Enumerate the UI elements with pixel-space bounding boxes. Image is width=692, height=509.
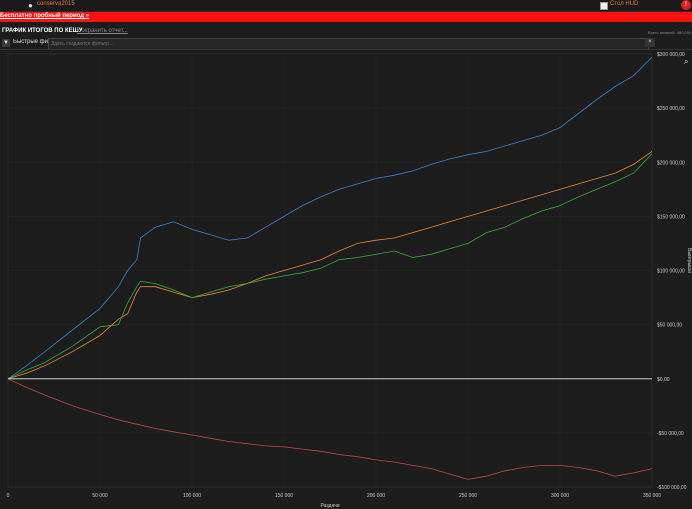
- y-tick-label: $150 000,00: [657, 214, 685, 220]
- x-tick-label: 350 000: [643, 493, 661, 499]
- chart-lines: [7, 56, 653, 480]
- page-title: ГРАФИК ИТОГОВ ПО КЕШУ: [2, 28, 83, 34]
- y-axis-ticks: -$100 000,00 -$50 000,00 $0,00 $50 000,00 $1…: [657, 52, 687, 491]
- save-report-link[interactable]: Сохранить отчет...: [77, 28, 128, 34]
- zoom-icon[interactable]: ⌕: [684, 57, 689, 66]
- title-row: ГРАФИК ИТОГОВ ПО КЕШУ Сохранить отчет...…: [0, 27, 692, 37]
- divider: [0, 49, 692, 50]
- trial-link[interactable]: Бесплатно пробный период »: [0, 13, 90, 19]
- x-tick-label: 200 000: [367, 493, 385, 499]
- x-tick-label: 300 000: [551, 493, 569, 499]
- x-axis-ticks: 0 50 000 100 000 150 000 200 000 250 000 300 0…: [7, 493, 662, 499]
- series-line-3: [7, 378, 653, 480]
- series-line-2: [7, 153, 653, 380]
- series-line-1: [7, 151, 653, 380]
- x-tick-label: 100 000: [183, 493, 201, 499]
- record-count: Всего записей: 480 000: [648, 30, 692, 35]
- filter-input[interactable]: [48, 38, 649, 50]
- trial-banner[interactable]: Бесплатно пробный период »: [0, 12, 692, 22]
- username-link[interactable]: conserva2015: [37, 1, 75, 7]
- x-axis-label: Раздачи: [320, 503, 339, 509]
- y-tick-label: -$50 000,00: [657, 431, 684, 437]
- user-icon[interactable]: ●: [28, 1, 33, 10]
- y-tick-label: $50 000,00: [657, 323, 682, 329]
- hud-label[interactable]: Стол HUD: [610, 1, 639, 7]
- alert-icon[interactable]: !: [681, 0, 691, 10]
- y-tick-label: $200 000,00: [657, 160, 685, 166]
- chart-grid: [7, 53, 653, 488]
- y-tick-label: $300 000,00: [657, 52, 685, 58]
- y-tick-label: -$100 000,00: [657, 485, 687, 491]
- y-tick-label: $0,00: [657, 377, 670, 383]
- top-bar: ● conserva2015 Стол HUD !: [0, 0, 692, 12]
- x-tick-label: 250 000: [459, 493, 477, 499]
- y-tick-label: $100 000,00: [657, 269, 685, 275]
- series-line-0: [7, 56, 653, 380]
- x-tick-label: 150 000: [275, 493, 293, 499]
- x-tick-label: 0: [7, 493, 10, 499]
- hud-checkbox[interactable]: [600, 2, 608, 10]
- filter-clear-button[interactable]: ×: [645, 38, 655, 47]
- filter-row: ▼ Быстрые фильт ×: [0, 37, 692, 50]
- y-tick-label: $250 000,00: [657, 106, 685, 112]
- y-axis-label: Выигрыши: [686, 248, 692, 273]
- filter-icon[interactable]: ▼: [2, 39, 10, 47]
- x-tick-label: 50 000: [92, 493, 108, 499]
- quick-filter-label[interactable]: Быстрые фильт: [13, 39, 48, 45]
